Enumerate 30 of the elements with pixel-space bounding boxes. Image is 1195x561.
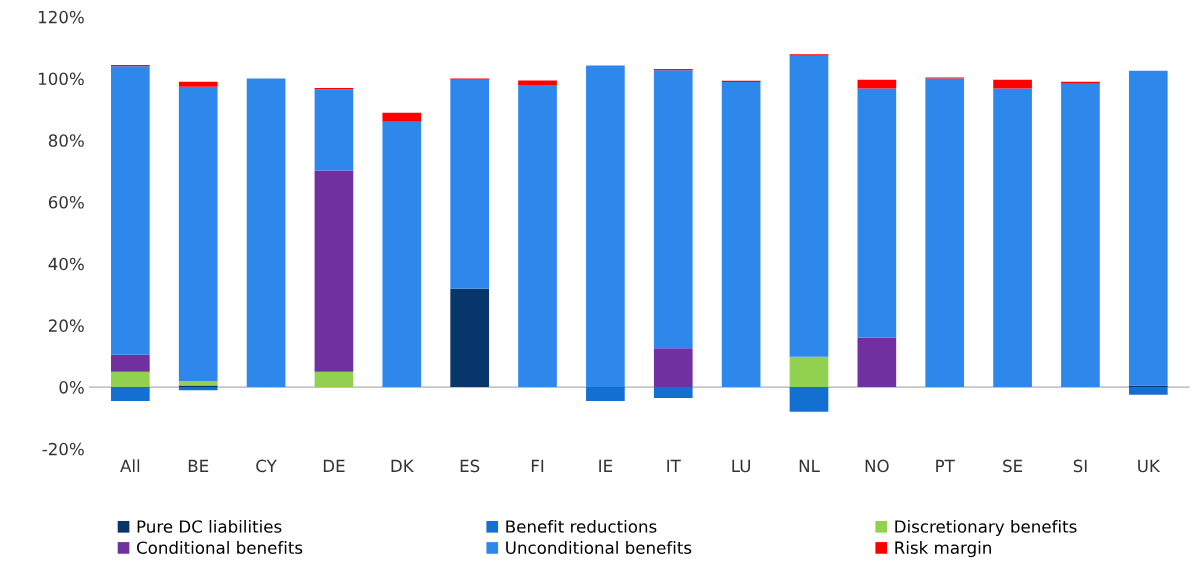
legend-label: Discretionary benefits bbox=[895, 519, 1077, 537]
y-tick-label: -20% bbox=[42, 442, 84, 456]
x-tick-label: SE bbox=[1003, 459, 1023, 473]
legend-label: Unconditional benefits bbox=[506, 541, 692, 554]
x-tick-label: NL bbox=[799, 459, 820, 472]
x-tick-label: IT bbox=[667, 459, 681, 472]
y-tick-label: 60% bbox=[48, 195, 84, 209]
x-tick-label: BE bbox=[188, 459, 209, 472]
y-tick-label: 20% bbox=[48, 319, 84, 332]
legend-label: Risk margin bbox=[895, 541, 991, 558]
y-tick-label: 100% bbox=[38, 72, 84, 86]
legend-label: Conditional benefits bbox=[136, 541, 303, 554]
legend-label: Benefit reductions bbox=[506, 519, 657, 533]
x-tick-label: DE bbox=[323, 459, 345, 472]
x-tick-label: SI bbox=[1073, 459, 1087, 473]
y-tick-label: 120% bbox=[38, 10, 84, 24]
x-tick-label: UK bbox=[1138, 459, 1161, 473]
y-tick-label: 80% bbox=[48, 134, 84, 147]
legend-label: Pure DC liabilities bbox=[137, 519, 282, 533]
x-tick-label: All bbox=[120, 459, 140, 472]
x-tick-label: CY bbox=[256, 459, 277, 473]
y-tick-label: 40% bbox=[48, 257, 84, 271]
x-tick-label: FI bbox=[531, 459, 544, 472]
x-tick-label: DK bbox=[391, 459, 415, 472]
x-tick-label: ES bbox=[460, 459, 480, 473]
y-tick-label: 0% bbox=[59, 381, 84, 394]
x-tick-label: LU bbox=[732, 459, 750, 473]
x-tick-label: PT bbox=[936, 459, 955, 472]
x-tick-label: IE bbox=[599, 459, 613, 472]
x-tick-label: NO bbox=[865, 459, 889, 473]
